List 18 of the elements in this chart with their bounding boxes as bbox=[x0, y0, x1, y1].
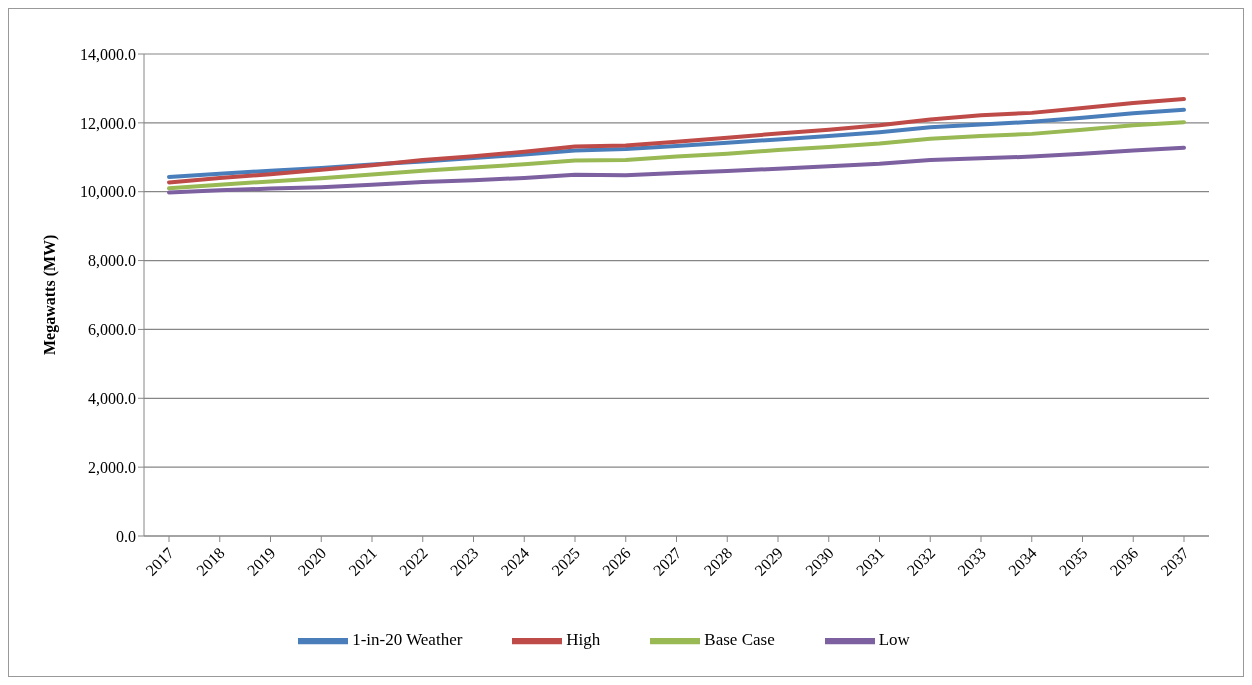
y-tick-label: 0.0 bbox=[116, 527, 136, 545]
y-tick-label: 4,000.0 bbox=[88, 389, 136, 407]
y-tick-label: 14,000.0 bbox=[80, 45, 136, 63]
legend-label: Base Case bbox=[704, 629, 775, 649]
legend-label: High bbox=[566, 629, 601, 649]
y-axis-title: Megawatts (MW) bbox=[40, 234, 59, 355]
line-series bbox=[167, 97, 1186, 185]
y-tick-label: 12,000.0 bbox=[80, 114, 136, 132]
x-tick-label: 2031 bbox=[852, 544, 888, 579]
legend-label: Low bbox=[878, 629, 910, 649]
x-tick-label: 2021 bbox=[345, 544, 381, 579]
y-tick-label: 10,000.0 bbox=[80, 183, 136, 201]
line-series bbox=[167, 120, 1186, 191]
y-tick-label: 6,000.0 bbox=[88, 321, 136, 339]
y-tick-label: 2,000.0 bbox=[88, 458, 136, 476]
line-series bbox=[167, 145, 1186, 195]
y-tick-label: 8,000.0 bbox=[88, 252, 136, 270]
legend-label: 1-in-20 Weather bbox=[352, 629, 463, 649]
